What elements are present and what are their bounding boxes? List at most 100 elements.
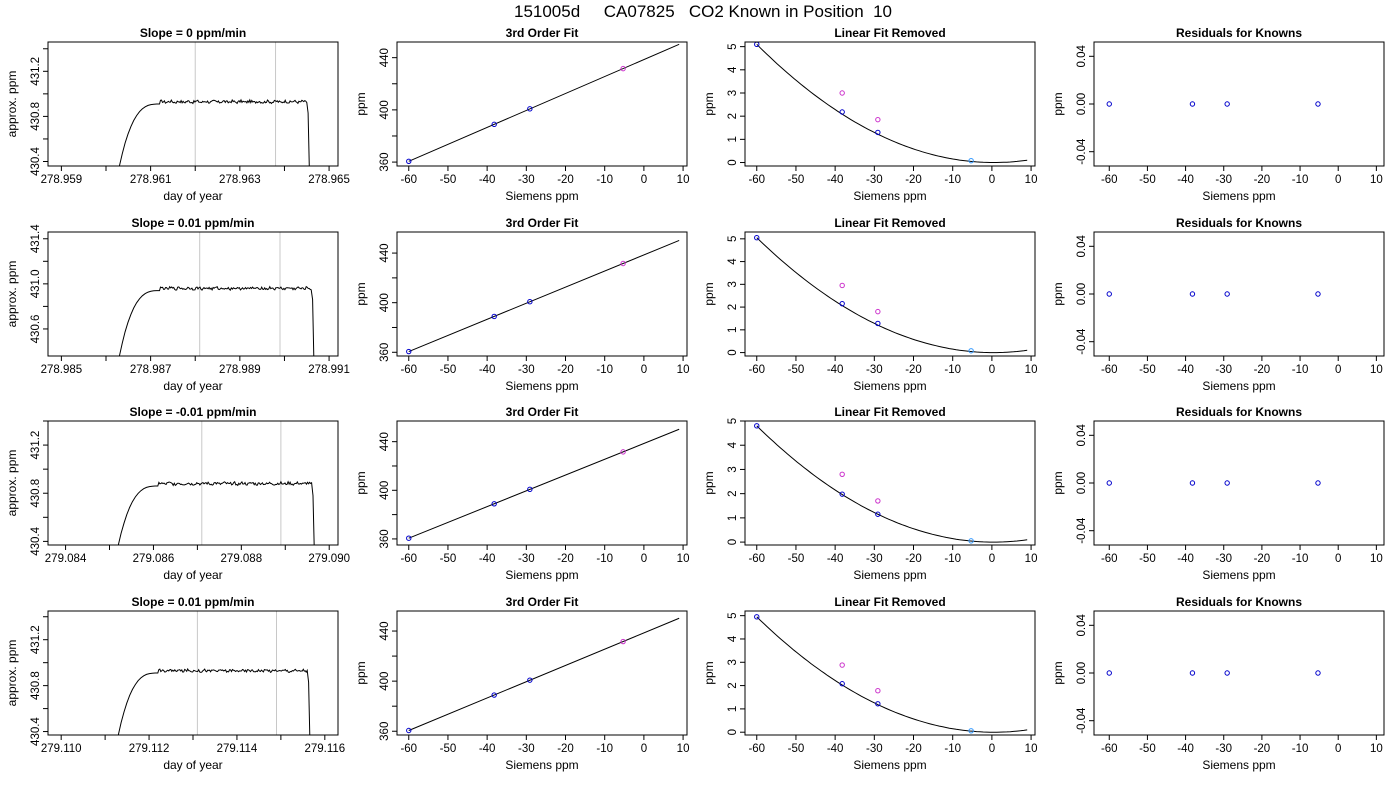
data-point-ref	[875, 688, 881, 694]
fit-line	[408, 43, 680, 162]
y-tick-label: 430.8	[30, 102, 42, 131]
y-axis-label: ppm	[354, 282, 368, 305]
x-tick-label: -60	[400, 553, 417, 565]
x-tick-label: 0	[1335, 364, 1341, 376]
x-tick-label: 279.110	[41, 743, 82, 755]
y-tick-label: 1	[727, 136, 739, 142]
y-tick-label: 431.2	[30, 431, 42, 460]
x-tick-label: -10	[944, 174, 961, 186]
plot-frame	[744, 610, 1036, 736]
y-tick-label: 0	[727, 159, 739, 165]
panel-data	[754, 234, 1028, 354]
y-tick-label: 0.04	[1076, 45, 1088, 68]
x-axis-label: Siemens ppm	[853, 758, 926, 772]
y-tick-label: 400	[379, 672, 391, 691]
x-tick-label: 278.991	[308, 364, 350, 376]
plot-frame	[1093, 610, 1385, 736]
plot-frame	[47, 231, 339, 357]
y-tick-label: 5	[727, 236, 739, 242]
y-axis-label: ppm	[1051, 282, 1065, 305]
data-point-ref	[875, 498, 881, 504]
data-point-known	[491, 501, 497, 507]
y-tick-label: 4	[727, 635, 739, 642]
x-tick-label: -20	[557, 743, 574, 755]
x-axis-label: Siemens ppm	[1202, 379, 1275, 393]
x-tick-label: -10	[596, 743, 613, 755]
panel-row1-linear: Linear Fit Removed -60 -50 -40 -30 -20 -10 0 10 0…	[702, 26, 1037, 203]
x-axis-label: Siemens ppm	[505, 568, 578, 582]
data-point-known	[491, 121, 497, 128]
data-point-known	[754, 42, 760, 48]
y-tick-label: 4	[727, 66, 739, 73]
y-tick-label: 2	[727, 304, 739, 310]
trace-line	[118, 285, 315, 356]
y-tick-label: 0.00	[1076, 662, 1088, 684]
panel-title: 3rd Order Fit	[506, 216, 579, 230]
x-tick-label: 10	[677, 174, 690, 186]
x-tick-label: 278.965	[308, 174, 350, 186]
panel-title: Linear Fit Removed	[834, 405, 945, 419]
y-tick-label: 3	[727, 466, 739, 472]
data-point-known	[527, 677, 533, 683]
y-tick-label: 360	[379, 529, 391, 548]
x-tick-label: 0	[641, 174, 647, 186]
y-tick-label: 400	[379, 100, 391, 119]
x-axis-label: Siemens ppm	[1202, 189, 1275, 203]
x-tick-label: -20	[905, 364, 922, 376]
data-point-ref	[620, 65, 626, 72]
x-axis-label: day of year	[163, 568, 222, 582]
x-tick-label: -20	[1254, 553, 1271, 565]
panel-row4-trace: Slope = 0.01 ppm/min 279.110 279.112 279.11…	[5, 595, 345, 772]
x-tick-label: -20	[557, 174, 574, 186]
x-axis-label: Siemens ppm	[853, 189, 926, 203]
panel-data	[754, 614, 1028, 734]
x-tick-label: 0	[989, 553, 995, 565]
data-point-known	[839, 109, 845, 115]
data-point-known	[839, 491, 845, 497]
panel-title: Slope = -0.01 ppm/min	[129, 405, 256, 419]
x-tick-label: -50	[788, 553, 805, 565]
y-axis-label: ppm	[702, 661, 716, 684]
x-tick-label: 279.114	[217, 743, 258, 755]
x-tick-label: -60	[400, 364, 417, 376]
panel-data	[1106, 480, 1321, 486]
panel-row3-linear: Linear Fit Removed -60 -50 -40 -30 -20 -10 0 10 0…	[702, 405, 1037, 582]
y-axis-label: ppm	[1051, 661, 1065, 684]
trace-line	[118, 98, 310, 166]
x-tick-label: -20	[1254, 364, 1271, 376]
panel-data	[117, 667, 311, 735]
x-tick-label: 278.985	[41, 364, 83, 376]
y-tick-label: -0.04	[1076, 707, 1088, 734]
data-point-known	[1106, 291, 1112, 297]
x-tick-label: -30	[1215, 174, 1232, 186]
data-point-known	[875, 701, 881, 707]
x-tick-label: 10	[677, 743, 690, 755]
x-tick-label: -30	[518, 553, 535, 565]
x-tick-label: 10	[1025, 174, 1038, 186]
y-tick-label: 430.8	[30, 671, 42, 700]
x-tick-label: -50	[440, 743, 457, 755]
x-tick-label: -40	[1177, 364, 1194, 376]
y-axis-label: ppm	[354, 92, 368, 115]
x-tick-label: -30	[866, 553, 883, 565]
x-tick-label: 278.987	[130, 364, 172, 376]
x-tick-label: 0	[1335, 743, 1341, 755]
panel-data	[1106, 291, 1321, 297]
data-point-known	[491, 313, 497, 320]
x-tick-label: -50	[1139, 174, 1156, 186]
y-tick-label: 0.04	[1076, 235, 1088, 258]
y-tick-label: 400	[379, 293, 391, 312]
x-tick-label: 278.959	[41, 174, 83, 186]
data-point-known	[1224, 670, 1230, 676]
x-tick-label: -40	[479, 743, 496, 755]
plot-frame	[47, 610, 339, 736]
data-point-near_zero	[968, 728, 974, 734]
x-tick-label: -40	[827, 364, 844, 376]
data-point-known	[1189, 670, 1196, 676]
panel-title: Residuals for Knowns	[1176, 595, 1302, 609]
data-point-ref	[839, 282, 845, 289]
y-tick-label: 1	[727, 706, 739, 712]
y-tick-label: 3	[727, 90, 739, 96]
y-tick-label: 2	[727, 113, 739, 119]
